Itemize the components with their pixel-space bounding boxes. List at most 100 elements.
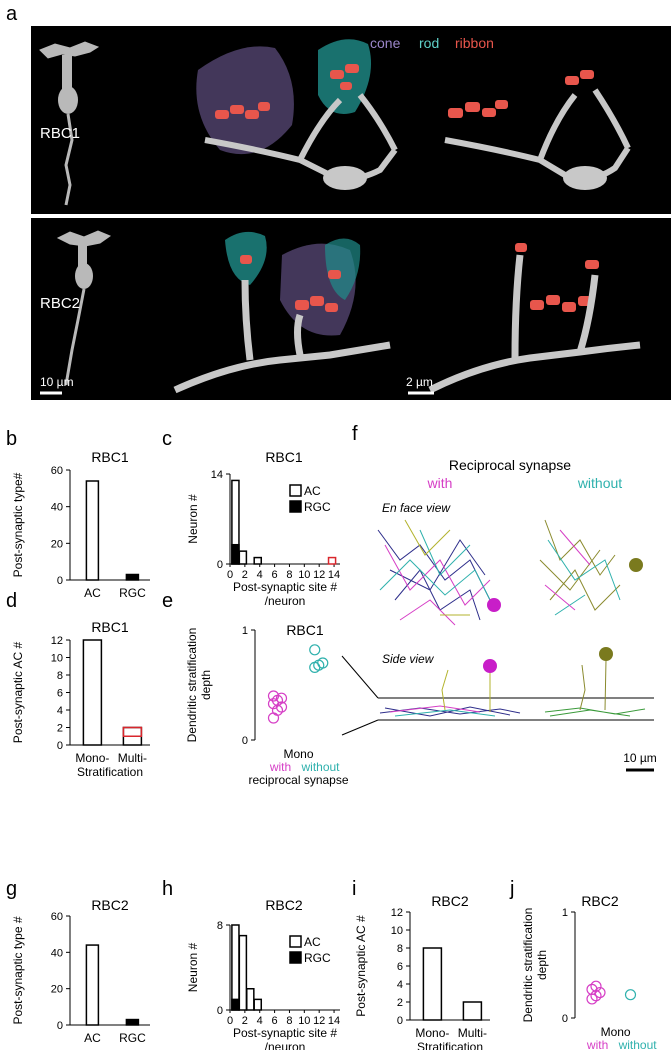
x-axis-label: Stratification <box>417 1040 483 1050</box>
point-with <box>590 980 602 992</box>
legend-ribbon: ribbon <box>455 35 494 51</box>
zoom-line-bottom <box>341 719 379 736</box>
chart-title: RBC1 <box>265 449 303 465</box>
point-without <box>309 644 321 656</box>
side-with-soma <box>483 659 497 673</box>
chart-title: RBC2 <box>265 897 303 913</box>
y-tick-label: 6 <box>397 961 403 973</box>
y-tick-label: 8 <box>397 943 403 955</box>
chart-e: 0 1 RBC1 Dendritic stratification depth Monow… <box>185 622 349 787</box>
chart-title: RBC2 <box>431 893 469 909</box>
panel-letter-b: b <box>6 428 17 450</box>
bar-rgc-1 <box>231 543 240 565</box>
x-category-label: AC <box>84 1031 101 1045</box>
x-tick-label: 4 <box>257 569 263 581</box>
bar-ac-14 <box>327 556 337 565</box>
scale-bar-a-right: 2 µm <box>406 375 433 389</box>
x-tick-label: 6 <box>272 569 278 581</box>
legend-cone: cone <box>370 35 401 51</box>
legend-swatch-ac <box>289 484 302 497</box>
y-axis-label: Post-synaptic AC # <box>11 641 25 743</box>
x-tick-label: 2 <box>242 569 248 581</box>
bar-ac-4 <box>253 556 263 565</box>
scale-bar-a-left: 10 µm <box>40 375 74 389</box>
panel-letter-c: c <box>162 428 172 450</box>
y-tick-label: 2 <box>57 723 63 735</box>
terminal-bulb-rbc1-middle <box>323 166 367 190</box>
y-tick-label: 4 <box>397 979 403 991</box>
x-category-label: Multi- <box>118 751 147 765</box>
y-axis-label: Post-synaptic type# <box>11 472 25 577</box>
x-tick-label: 14 <box>328 1015 340 1027</box>
y-tick-label: 20 <box>51 538 63 550</box>
series-label-with: with <box>269 760 291 774</box>
x-tick-label: 10 <box>298 1015 310 1027</box>
x-axis-label: reciprocal synapse <box>248 773 348 787</box>
legend-label-rgc: RGC <box>304 500 331 514</box>
f-label-without: without <box>577 475 622 491</box>
bar-ac-2 <box>238 934 248 1011</box>
side-view-with <box>379 669 521 717</box>
bar-ac <box>85 944 100 1026</box>
y-tick-label: 40 <box>51 947 63 959</box>
bar-ac-1 <box>231 924 240 1011</box>
y-tick-label: 2 <box>397 997 403 1009</box>
y-tick-label: 8 <box>217 920 223 932</box>
chart-b: 0 20 40 60 RBC1 Post-synaptic type# AC RGC <box>11 449 150 600</box>
y-axis-label-line2: depth <box>199 670 213 700</box>
legend-label-rgc: RGC <box>304 951 331 965</box>
chart-title: RBC2 <box>91 897 129 913</box>
y-tick-label: 0 <box>57 740 63 752</box>
legend-swatch-rgc <box>289 951 302 964</box>
y-tick-label: 40 <box>51 502 63 514</box>
point-with <box>594 986 606 999</box>
x-category-label: Mono <box>283 747 313 761</box>
x-category-label: RGC <box>119 1031 146 1045</box>
y-tick-label: 0 <box>562 1013 568 1025</box>
y-axis-label: Post-synaptic type # <box>11 916 25 1024</box>
y-tick-label: 8 <box>57 670 63 682</box>
f-side-label: Side view <box>382 652 435 666</box>
rod-terminal-rbc1 <box>318 39 372 114</box>
y-tick-label: 12 <box>391 907 403 919</box>
side-view-without <box>544 659 646 717</box>
chart-i: 0 2 4 6 8 10 12 RBC2 Post-synaptic AC # Mono- Mult… <box>354 893 490 1050</box>
axon-terminal-rbc2-right <box>428 254 641 394</box>
y-tick-label: 10 <box>51 653 63 665</box>
point-with <box>586 983 598 995</box>
y-tick-label: 6 <box>57 688 63 700</box>
y-axis-label: Neuron # <box>186 942 200 992</box>
ribbons-rbc1-right <box>448 70 594 118</box>
rod-terminal-rbc2-second <box>325 238 361 300</box>
x-axis-label-line2: /neuron <box>265 594 306 608</box>
x-tick-label: 12 <box>313 1015 325 1027</box>
panel-letter-i: i <box>352 878 356 900</box>
f-label-with: with <box>427 475 453 491</box>
y-tick-label: 12 <box>51 635 63 647</box>
y-tick-label: 0 <box>217 559 223 571</box>
x-tick-label: 14 <box>328 569 340 581</box>
panel-f: Reciprocal synapse with without En face … <box>341 457 657 772</box>
bar-ac-4 <box>253 998 263 1011</box>
em-row-rbc1: RBC1 cone rod ribbon <box>31 26 671 214</box>
y-tick-label: 1 <box>562 907 568 919</box>
panel-letter-g: g <box>6 878 17 900</box>
bar-rgc <box>125 1018 140 1026</box>
x-category-label: RGC <box>119 586 146 600</box>
rbc1-full-cell <box>39 41 100 206</box>
series-label-without: without <box>300 760 340 774</box>
y-tick-label: 0 <box>397 1015 403 1027</box>
series-label-with: with <box>586 1038 608 1050</box>
legend-label-ac: AC <box>304 935 321 949</box>
y-tick-label: 1 <box>242 625 248 637</box>
x-category-label: AC <box>84 586 101 600</box>
legend-swatch-rgc <box>289 500 302 513</box>
ribbons-rbc2-right <box>515 243 599 312</box>
axon-terminal-rbc2-middle <box>173 279 391 394</box>
chart-title: RBC2 <box>581 893 619 909</box>
cone-terminal-rbc1 <box>196 46 294 155</box>
ribbons-rbc1-middle <box>215 64 359 119</box>
panel-letter-d: d <box>6 590 17 612</box>
